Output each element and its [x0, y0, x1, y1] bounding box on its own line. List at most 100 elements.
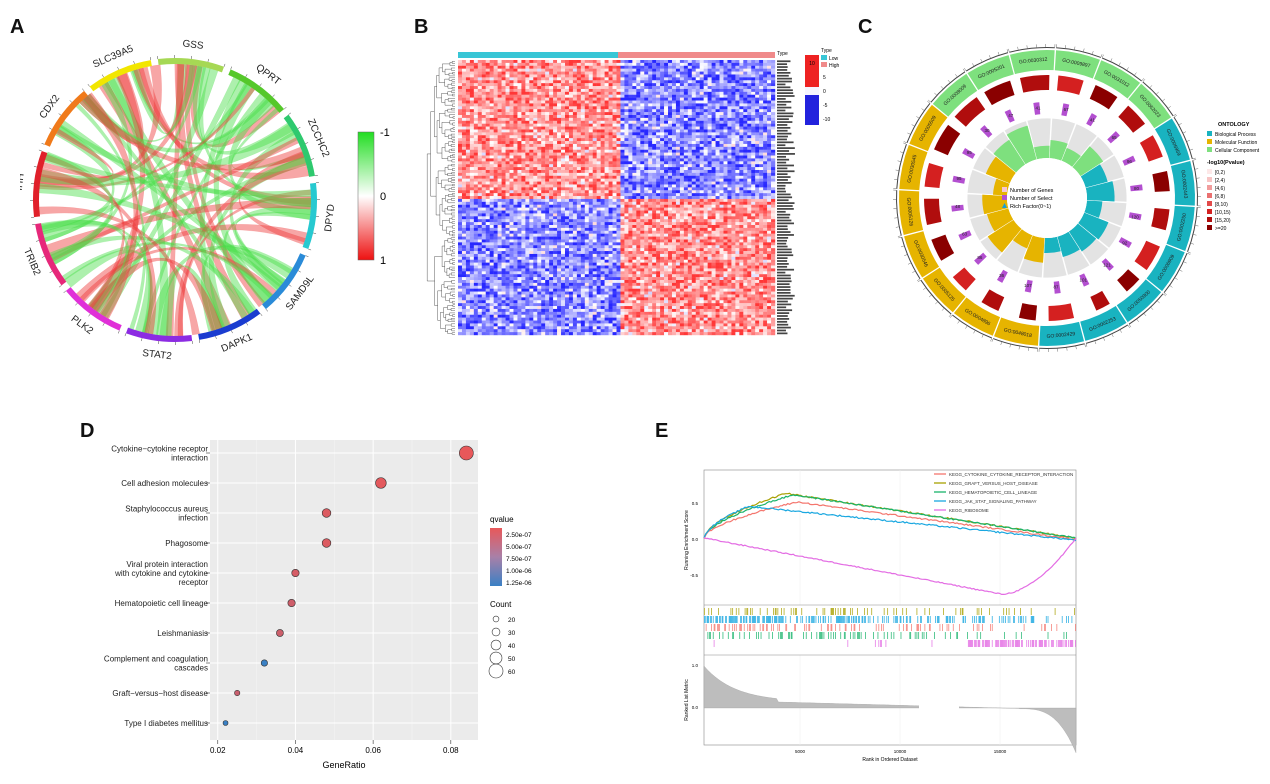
heatmap-cell	[568, 149, 574, 153]
heatmap-cell	[715, 175, 720, 179]
heatmap-cell	[600, 60, 605, 64]
heatmap-cell	[652, 167, 657, 171]
heatmap-cell	[509, 62, 514, 66]
heatmap-cell	[553, 86, 558, 90]
heatmap-cell	[735, 106, 740, 110]
heatmap-cell	[505, 190, 510, 194]
heatmap-cell	[751, 219, 756, 223]
heatmap-cell	[711, 149, 716, 153]
heatmap-cell	[759, 88, 764, 93]
heatmap-cell	[580, 178, 585, 182]
heatmap-cell	[596, 204, 601, 208]
heatmap-cell	[537, 68, 542, 72]
heatmap-cell	[751, 100, 756, 104]
heatmap-cell	[525, 97, 530, 101]
chord-link	[89, 257, 223, 332]
heatmap-cell	[549, 216, 554, 220]
heatmap-cell	[715, 207, 720, 211]
heatmap-cell	[588, 172, 593, 176]
heatmap-cell	[584, 155, 589, 159]
heatmap-cell	[652, 155, 657, 159]
heatmap-cell	[691, 91, 696, 95]
heatmap-cell	[648, 175, 653, 179]
heatmap-cell	[580, 227, 585, 231]
heatmap-cell	[489, 103, 494, 107]
heatmap-cell	[616, 132, 621, 136]
heatmap-cell	[517, 120, 522, 124]
heatmap-cell	[767, 210, 772, 214]
heatmap-cell	[497, 204, 502, 208]
heatmap-cell	[755, 97, 760, 101]
heatmap-cell	[592, 123, 597, 127]
heatmap-cell	[489, 184, 494, 188]
heatmap-cell	[640, 97, 645, 101]
heatmap-cell	[612, 138, 617, 142]
heatmap-cell	[691, 164, 696, 168]
heatmap-cell	[461, 83, 467, 87]
heatmap-cell	[735, 201, 740, 205]
heatmap-cell	[675, 77, 681, 81]
heatmap-cell	[747, 74, 752, 78]
heatmap-cell	[652, 210, 657, 214]
heatmap-cell	[497, 60, 502, 64]
heatmap-cell	[763, 100, 768, 104]
heatmap-cell	[640, 132, 645, 136]
heatmap-cell	[759, 94, 764, 98]
heatmap-cell	[608, 100, 613, 104]
heatmap-cell	[477, 198, 482, 203]
heatmap-cell	[517, 233, 522, 237]
heatmap-cell	[497, 216, 502, 220]
heatmap-cell	[771, 184, 776, 188]
chord-link	[138, 66, 312, 205]
heatmap-cell	[624, 141, 629, 145]
heatmap-cell	[636, 196, 641, 200]
heatmap-cell	[620, 86, 625, 90]
heatmap-cell	[501, 210, 506, 214]
heatmap-cell	[549, 225, 554, 229]
heatmap-cell	[521, 80, 526, 84]
heatmap-cell	[493, 100, 498, 104]
heatmap-cell	[561, 164, 566, 168]
heatmap-cell	[632, 146, 637, 150]
heatmap-cell	[513, 123, 518, 127]
heatmap-cell	[557, 138, 562, 142]
heatmap-cell	[497, 190, 502, 194]
heatmap-cell	[675, 94, 681, 98]
heatmap-cell	[509, 117, 514, 121]
heatmap-cell	[469, 184, 475, 188]
heatmap-cell	[541, 207, 546, 211]
heatmap-cell	[501, 193, 506, 197]
heatmap-cell	[711, 103, 716, 107]
heatmap-cell	[568, 196, 574, 200]
heatmap-cell	[691, 184, 696, 188]
heatmap-cell	[683, 158, 689, 162]
heatmap-cell	[620, 201, 625, 205]
heatmap-cell	[699, 155, 704, 159]
heatmap-cell	[529, 201, 534, 205]
heatmap-cell	[683, 132, 689, 136]
heatmap-cell	[549, 86, 554, 90]
heatmap-cell	[664, 152, 669, 156]
heatmap-cell	[652, 100, 657, 104]
heatmap-cell	[691, 74, 696, 78]
heatmap-cell	[624, 170, 629, 174]
heatmap-cell	[473, 106, 479, 110]
heatmap-cell	[509, 187, 514, 191]
heatmap-cell	[461, 184, 467, 188]
heatmap-cell	[703, 175, 708, 179]
heatmap-cell	[652, 225, 657, 229]
heatmap-cell	[592, 181, 597, 185]
heatmap-cell	[679, 201, 685, 205]
heatmap-cell	[699, 146, 704, 150]
heatmap-cell	[564, 198, 570, 203]
heatmap-cell	[759, 62, 764, 66]
heatmap-cell	[691, 129, 696, 133]
heatmap-cell	[727, 71, 732, 75]
heatmap-cell	[687, 71, 692, 75]
heatmap-cell	[747, 71, 752, 75]
heatmap-cell	[541, 60, 546, 64]
heatmap-cell	[572, 222, 578, 226]
heatmap-cell	[553, 158, 558, 162]
heatmap-cell	[473, 161, 479, 165]
heatmap-cell	[679, 62, 685, 66]
